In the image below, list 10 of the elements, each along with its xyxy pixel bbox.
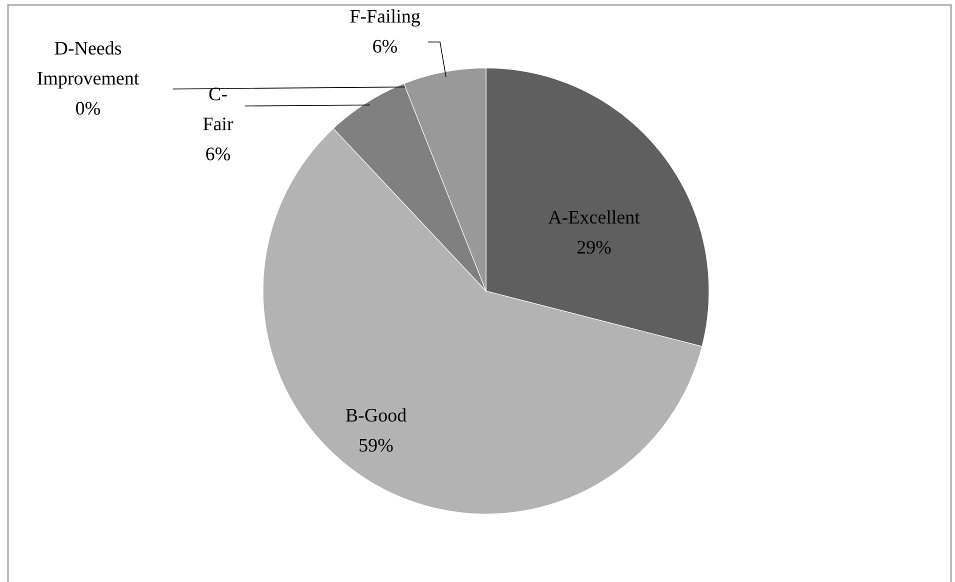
slice-label: A-Excellent	[548, 210, 640, 224]
slice-label: B-Good	[346, 408, 406, 422]
data-label: 6%	[206, 148, 230, 160]
slice-label: C-Fair	[203, 88, 234, 130]
data-label: 59%	[360, 438, 393, 452]
category-label: D-Needs Improvement	[38, 41, 140, 89]
data-label: 29%	[577, 240, 611, 254]
text: 0%	[76, 102, 100, 115]
slice-label: F-Failing	[350, 9, 420, 27]
data-label: 6%	[373, 40, 398, 53]
